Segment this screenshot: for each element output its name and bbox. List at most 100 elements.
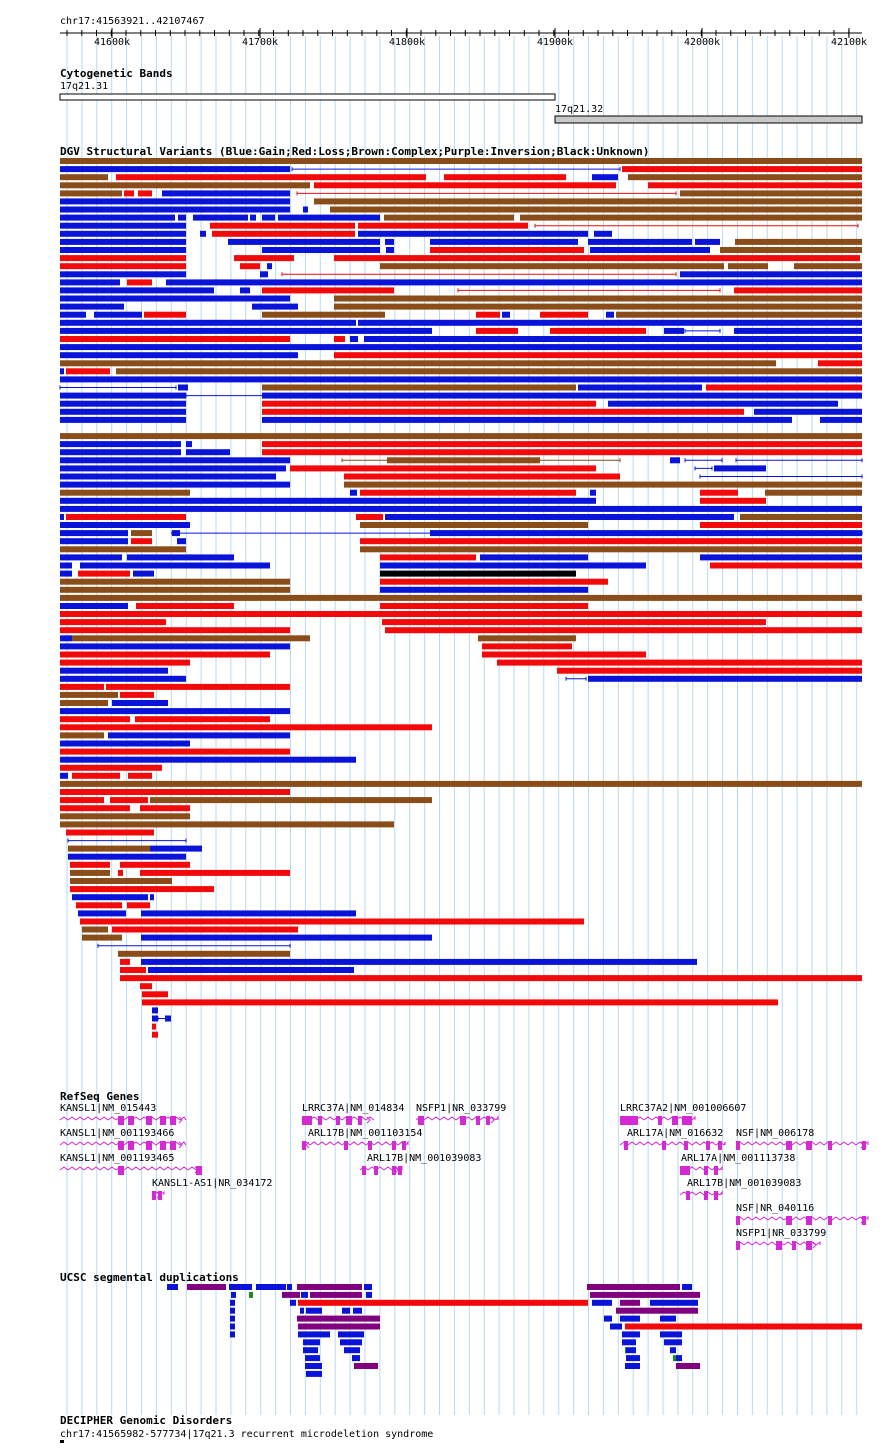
segdup-blue-feature[interactable] <box>306 1307 322 1314</box>
refseq-track[interactable]: RefSeq Genes KANSL1|NM_015443KANSL1|NM_0… <box>59 1090 869 1250</box>
dgv-loss-variant[interactable] <box>818 360 862 367</box>
dgv-loss-variant[interactable] <box>152 1023 156 1030</box>
dgv-complex-variant[interactable] <box>720 247 862 253</box>
dgv-loss-variant[interactable] <box>60 255 186 262</box>
dgv-loss-variant[interactable] <box>382 619 766 626</box>
segdup-purple-feature[interactable] <box>297 1284 362 1290</box>
refseq-gene-exon[interactable] <box>686 1191 690 1200</box>
dgv-gain-variant[interactable] <box>350 489 357 496</box>
dgv-complex-variant[interactable] <box>118 950 290 957</box>
cytoband-track[interactable]: Cytogenetic Bands 17q21.31 17q21.32 <box>59 67 863 124</box>
dgv-complex-variant[interactable] <box>60 174 108 181</box>
segdup-purple-feature[interactable] <box>620 1299 640 1306</box>
refseq-gene-exon[interactable] <box>152 1191 156 1200</box>
dgv-loss-variant[interactable] <box>120 861 190 868</box>
segdup-blue-feature[interactable] <box>300 1307 304 1314</box>
cytoband-q21-31[interactable] <box>59 93 556 101</box>
dgv-complex-variant[interactable] <box>387 457 540 464</box>
refseq-gene-exon[interactable] <box>828 1216 832 1225</box>
dgv-gain-variant[interactable] <box>94 311 142 318</box>
dgv-gain-variant[interactable] <box>165 1015 171 1022</box>
dgv-gain-variant[interactable] <box>380 586 588 593</box>
cytoband-q21-32[interactable] <box>554 115 863 124</box>
dgv-loss-variant[interactable] <box>557 667 862 674</box>
refseq-gene-exon[interactable] <box>706 1141 710 1150</box>
dgv-gain-variant[interactable] <box>240 287 250 294</box>
dgv-gain-variant[interactable] <box>588 675 862 682</box>
refseq-gene-exon[interactable] <box>672 1116 678 1125</box>
segdup-blue-feature[interactable] <box>626 1347 636 1354</box>
dgv-gain-variant[interactable] <box>588 238 692 245</box>
dgv-loss-variant[interactable] <box>112 926 298 933</box>
refseq-gene-label[interactable]: KANSL1|NM_015443 <box>60 1103 156 1114</box>
dgv-gain-variant[interactable] <box>60 457 290 464</box>
refseq-gene-label[interactable]: ARL17B|NM_001103154 <box>308 1128 422 1139</box>
dgv-gain-variant[interactable] <box>186 449 230 456</box>
segdup-blue-feature[interactable] <box>344 1347 360 1354</box>
dgv-complex-variant[interactable] <box>70 878 172 884</box>
dgv-loss-variant[interactable] <box>430 247 584 253</box>
dgv-loss-variant[interactable] <box>72 772 120 779</box>
dgv-complex-variant[interactable] <box>60 594 862 601</box>
dgv-gain-variant[interactable] <box>60 481 290 488</box>
refseq-gene-label[interactable]: ARL17A|NM_016632 <box>627 1128 723 1139</box>
segdup-blue-feature[interactable] <box>626 1355 640 1362</box>
refseq-gene-exon[interactable] <box>392 1166 396 1175</box>
dgv-gain-variant[interactable] <box>60 400 186 407</box>
dgv-loss-variant[interactable] <box>110 797 148 804</box>
segdup-purple-feature[interactable] <box>587 1284 680 1290</box>
dgv-loss-variant[interactable] <box>380 554 476 561</box>
refseq-gene-exon[interactable] <box>806 1241 812 1250</box>
dgv-complex-variant[interactable] <box>60 546 186 553</box>
dgv-gain-variant[interactable] <box>430 238 578 245</box>
dgv-gain-variant[interactable] <box>60 530 128 537</box>
dgv-loss-variant[interactable] <box>120 975 862 982</box>
dgv-gain-variant[interactable] <box>60 505 862 512</box>
dgv-complex-variant[interactable] <box>334 303 862 310</box>
dgv-loss-variant[interactable] <box>648 182 862 189</box>
dgv-gain-variant[interactable] <box>178 214 186 221</box>
dgv-gain-variant[interactable] <box>60 238 186 245</box>
segdup-blue-feature[interactable] <box>660 1331 682 1338</box>
dgv-gain-variant[interactable] <box>590 489 596 496</box>
dgv-complex-variant[interactable] <box>60 578 290 585</box>
dgv-gain-variant[interactable] <box>820 416 862 423</box>
segdup-blue-feature[interactable] <box>686 1284 692 1290</box>
dgv-gain-variant[interactable] <box>358 319 862 326</box>
dgv-gain-variant[interactable] <box>60 287 214 294</box>
decipher-feature[interactable] <box>60 1440 64 1443</box>
dgv-gain-variant[interactable] <box>590 247 710 253</box>
segdup-blue-feature[interactable] <box>305 1355 320 1362</box>
refseq-gene-exon[interactable] <box>398 1166 402 1175</box>
refseq-gene-exon[interactable] <box>336 1116 340 1125</box>
dgv-gain-variant[interactable] <box>60 368 64 375</box>
dgv-gain-variant[interactable] <box>60 538 128 545</box>
segdup-blue-feature[interactable] <box>353 1307 362 1314</box>
dgv-loss-variant[interactable] <box>540 311 588 318</box>
segdup-blue-feature[interactable] <box>650 1299 698 1306</box>
dgv-gain-variant[interactable] <box>152 1015 158 1022</box>
segdup-blue-feature[interactable] <box>366 1291 372 1298</box>
dgv-complex-variant[interactable] <box>680 190 862 197</box>
segdup-features[interactable] <box>167 1284 862 1377</box>
segdup-blue-feature[interactable] <box>305 1363 322 1369</box>
dgv-gain-variant[interactable] <box>664 327 684 334</box>
dgv-gain-variant[interactable] <box>60 772 68 779</box>
dgv-gain-variant[interactable] <box>594 230 612 237</box>
refseq-gene-exon[interactable] <box>368 1141 372 1150</box>
dgv-gain-variant[interactable] <box>60 408 186 415</box>
segdup-blue-feature[interactable] <box>604 1315 612 1322</box>
refseq-gene-exon[interactable] <box>786 1216 792 1225</box>
refseq-gene-exon[interactable] <box>620 1116 638 1125</box>
dgv-gain-variant[interactable] <box>150 894 154 901</box>
dgv-complex-variant[interactable] <box>70 869 110 876</box>
dgv-gain-variant[interactable] <box>60 352 298 359</box>
dgv-complex-variant[interactable] <box>82 926 108 933</box>
segdup-blue-feature[interactable] <box>670 1347 676 1354</box>
dgv-loss-variant[interactable] <box>128 772 152 779</box>
refseq-gene-exon[interactable] <box>680 1166 690 1175</box>
dgv-complex-variant[interactable] <box>60 190 122 197</box>
dgv-loss-variant[interactable] <box>118 869 123 876</box>
refseq-gene-exon[interactable] <box>736 1216 740 1225</box>
dgv-gain-variant[interactable] <box>60 675 186 682</box>
